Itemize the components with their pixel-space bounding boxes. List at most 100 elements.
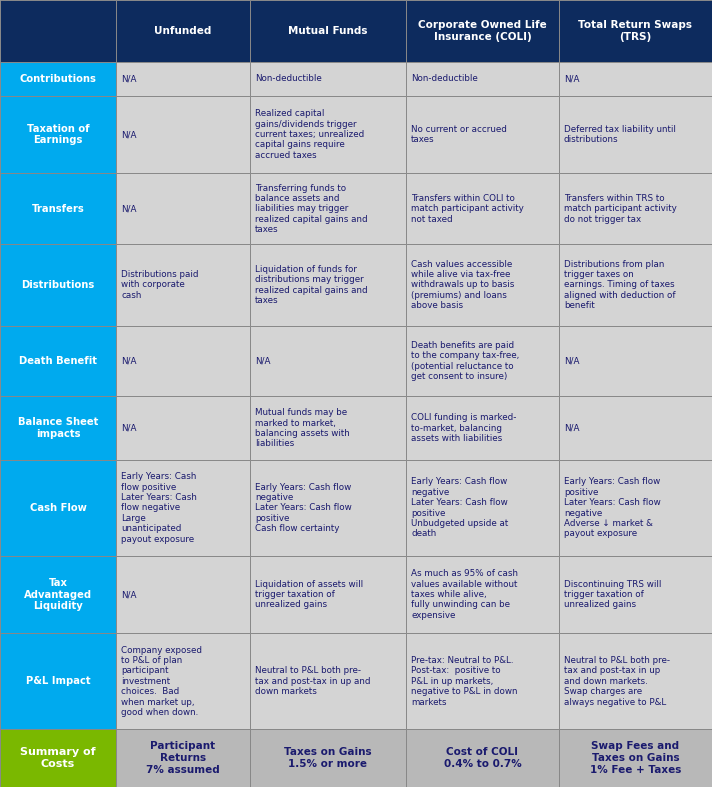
Bar bbox=[0, 397, 116, 460]
Text: Early Years: Cash flow
positive
Later Years: Cash flow
negative
Adverse ↓ market: Early Years: Cash flow positive Later Ye… bbox=[564, 478, 661, 538]
Bar bbox=[116, 634, 250, 729]
Text: Non-deductible: Non-deductible bbox=[411, 74, 478, 83]
Bar bbox=[116, 62, 250, 95]
Bar bbox=[559, 0, 712, 62]
Bar bbox=[250, 326, 406, 397]
Text: N/A: N/A bbox=[121, 590, 137, 599]
Text: Distributions from plan
trigger taxes on
earnings. Timing of taxes
aligned with : Distributions from plan trigger taxes on… bbox=[564, 260, 676, 310]
Bar bbox=[0, 326, 116, 397]
Bar bbox=[406, 95, 559, 173]
Text: Participant
Returns
7% assumed: Participant Returns 7% assumed bbox=[146, 741, 220, 774]
Text: Early Years: Cash
flow positive
Later Years: Cash
flow negative
Large
unanticipa: Early Years: Cash flow positive Later Ye… bbox=[121, 472, 197, 544]
Text: Total Return Swaps
(TRS): Total Return Swaps (TRS) bbox=[578, 20, 693, 42]
Text: Early Years: Cash flow
negative
Later Years: Cash flow
positive
Cash flow certai: Early Years: Cash flow negative Later Ye… bbox=[255, 482, 352, 533]
Bar bbox=[250, 634, 406, 729]
Bar bbox=[406, 460, 559, 556]
Bar bbox=[116, 556, 250, 634]
Bar bbox=[250, 397, 406, 460]
Bar bbox=[559, 326, 712, 397]
Text: Transfers within TRS to
match participant activity
do not trigger tax: Transfers within TRS to match participan… bbox=[564, 194, 676, 224]
Bar bbox=[406, 729, 559, 787]
Text: Transfers: Transfers bbox=[31, 204, 85, 214]
Bar bbox=[250, 244, 406, 326]
Bar bbox=[116, 397, 250, 460]
Text: No current or accrued
taxes: No current or accrued taxes bbox=[411, 125, 507, 144]
Bar bbox=[559, 460, 712, 556]
Bar bbox=[559, 244, 712, 326]
Text: Distributions: Distributions bbox=[21, 280, 95, 290]
Bar bbox=[116, 460, 250, 556]
Bar bbox=[559, 62, 712, 95]
Text: Discontinuing TRS will
trigger taxation of
unrealized gains: Discontinuing TRS will trigger taxation … bbox=[564, 580, 661, 609]
Text: N/A: N/A bbox=[121, 423, 137, 433]
Text: Cash Flow: Cash Flow bbox=[30, 503, 86, 513]
Text: N/A: N/A bbox=[564, 74, 580, 83]
Text: Death Benefit: Death Benefit bbox=[19, 356, 97, 366]
Text: Balance Sheet
impacts: Balance Sheet impacts bbox=[18, 417, 98, 439]
Bar bbox=[0, 173, 116, 244]
Text: Tax
Advantaged
Liquidity: Tax Advantaged Liquidity bbox=[24, 578, 92, 611]
Bar bbox=[0, 634, 116, 729]
Bar bbox=[559, 729, 712, 787]
Text: N/A: N/A bbox=[255, 357, 271, 365]
Text: Non-deductible: Non-deductible bbox=[255, 74, 322, 83]
Text: As much as 95% of cash
values available without
taxes while alive,
fully unwindi: As much as 95% of cash values available … bbox=[411, 569, 518, 620]
Text: Taxes on Gains
1.5% or more: Taxes on Gains 1.5% or more bbox=[284, 747, 372, 769]
Bar bbox=[0, 729, 116, 787]
Bar bbox=[406, 62, 559, 95]
Bar bbox=[250, 460, 406, 556]
Text: Liquidation of assets will
trigger taxation of
unrealized gains: Liquidation of assets will trigger taxat… bbox=[255, 580, 363, 609]
Text: Realized capital
gains/dividends trigger
current taxes; unrealized
capital gains: Realized capital gains/dividends trigger… bbox=[255, 109, 365, 160]
Bar bbox=[559, 634, 712, 729]
Bar bbox=[406, 556, 559, 634]
Text: Cash values accessible
while alive via tax-free
withdrawals up to basis
(premium: Cash values accessible while alive via t… bbox=[411, 260, 514, 310]
Text: N/A: N/A bbox=[121, 130, 137, 139]
Text: Mutual Funds: Mutual Funds bbox=[288, 26, 368, 36]
Text: Company exposed
to P&L of plan
participant
investment
choices.  Bad
when market : Company exposed to P&L of plan participa… bbox=[121, 645, 202, 717]
Bar bbox=[559, 397, 712, 460]
Text: N/A: N/A bbox=[121, 357, 137, 365]
Bar bbox=[116, 95, 250, 173]
Bar bbox=[0, 0, 116, 62]
Bar bbox=[0, 556, 116, 634]
Text: N/A: N/A bbox=[121, 74, 137, 83]
Bar bbox=[559, 556, 712, 634]
Bar bbox=[406, 397, 559, 460]
Bar bbox=[406, 0, 559, 62]
Text: Mutual funds may be
marked to market,
balancing assets with
liabilities: Mutual funds may be marked to market, ba… bbox=[255, 408, 350, 449]
Text: Neutral to P&L both pre-
tax and post-tax in up
and down markets.
Swap charges a: Neutral to P&L both pre- tax and post-ta… bbox=[564, 656, 670, 707]
Bar bbox=[559, 95, 712, 173]
Bar bbox=[116, 173, 250, 244]
Bar bbox=[116, 244, 250, 326]
Text: N/A: N/A bbox=[121, 205, 137, 213]
Text: Transfers within COLI to
match participant activity
not taxed: Transfers within COLI to match participa… bbox=[411, 194, 524, 224]
Text: Death benefits are paid
to the company tax-free,
(potential reluctance to
get co: Death benefits are paid to the company t… bbox=[411, 341, 519, 381]
Text: Deferred tax liability until
distributions: Deferred tax liability until distributio… bbox=[564, 125, 676, 144]
Bar bbox=[406, 326, 559, 397]
Bar bbox=[0, 62, 116, 95]
Text: Neutral to P&L both pre-
tax and post-tax in up and
down markets: Neutral to P&L both pre- tax and post-ta… bbox=[255, 667, 370, 696]
Text: Early Years: Cash flow
negative
Later Years: Cash flow
positive
Unbudgeted upsid: Early Years: Cash flow negative Later Ye… bbox=[411, 478, 508, 538]
Bar bbox=[250, 729, 406, 787]
Bar bbox=[250, 62, 406, 95]
Bar bbox=[559, 173, 712, 244]
Bar bbox=[406, 244, 559, 326]
Text: Unfunded: Unfunded bbox=[155, 26, 211, 36]
Text: Transferring funds to
balance assets and
liabilities may trigger
realized capita: Transferring funds to balance assets and… bbox=[255, 183, 367, 235]
Text: Corporate Owned Life
Insurance (COLI): Corporate Owned Life Insurance (COLI) bbox=[418, 20, 547, 42]
Bar bbox=[250, 173, 406, 244]
Text: Contributions: Contributions bbox=[19, 74, 96, 83]
Bar bbox=[116, 326, 250, 397]
Bar bbox=[0, 95, 116, 173]
Text: COLI funding is marked-
to-market, balancing
assets with liabilities: COLI funding is marked- to-market, balan… bbox=[411, 413, 516, 443]
Text: Pre-tax: Neutral to P&L.
Post-tax:  positive to
P&L in up markets,
negative to P: Pre-tax: Neutral to P&L. Post-tax: posit… bbox=[411, 656, 518, 707]
Bar bbox=[0, 244, 116, 326]
Text: N/A: N/A bbox=[564, 423, 580, 433]
Bar bbox=[116, 729, 250, 787]
Bar bbox=[0, 460, 116, 556]
Bar bbox=[406, 634, 559, 729]
Bar bbox=[116, 0, 250, 62]
Text: Swap Fees and
Taxes on Gains
1% Fee + Taxes: Swap Fees and Taxes on Gains 1% Fee + Ta… bbox=[590, 741, 681, 774]
Text: Taxation of
Earnings: Taxation of Earnings bbox=[26, 124, 89, 146]
Text: Distributions paid
with corporate
cash: Distributions paid with corporate cash bbox=[121, 270, 199, 300]
